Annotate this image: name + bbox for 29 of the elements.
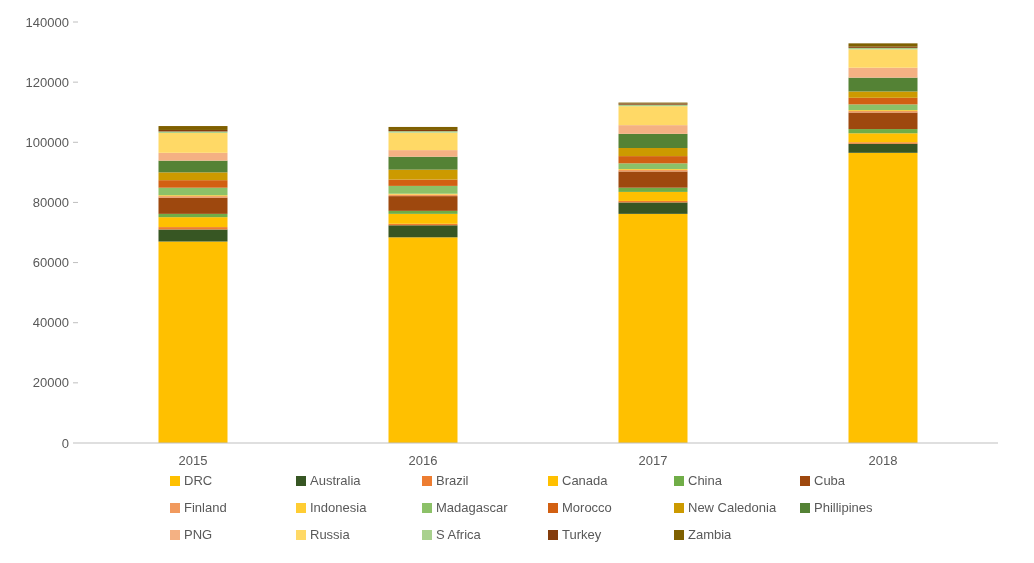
legend-label: Zambia [688, 527, 733, 542]
y-tick-label: 80000 [32, 194, 69, 210]
x-tick-label: 2018 [868, 453, 898, 468]
legend-label: Cuba [814, 473, 846, 488]
y-tick-label: 60000 [32, 255, 69, 271]
y-tick-label: 0 [61, 435, 69, 451]
legend-label: China [688, 473, 723, 488]
legend-label: Morocco [562, 500, 612, 515]
x-tick-label: 2015 [178, 453, 208, 468]
legend-label: Australia [310, 473, 362, 488]
legend-label: Brazil [436, 473, 469, 488]
y-tick-label: 40000 [32, 315, 69, 331]
legend-label: Phillipines [814, 500, 874, 515]
x-tick-label: 2016 [408, 453, 438, 468]
x-tick-label: 2017 [638, 453, 668, 468]
y-tick-label: 100000 [25, 134, 69, 150]
legend-label: Finland [184, 500, 227, 515]
legend-label: Russia [310, 527, 351, 542]
legend-label: New Caledonia [688, 500, 777, 515]
y-tick-label: 20000 [32, 375, 69, 391]
legend-label: Indonesia [310, 500, 368, 515]
legend-label: Canada [562, 473, 609, 488]
legend-label: S Africa [436, 527, 482, 542]
legend-label: DRC [184, 473, 213, 488]
legend-label: PNG [184, 527, 213, 542]
legend-label: Turkey [562, 527, 602, 542]
y-tick-label: 140000 [25, 14, 69, 30]
y-tick-label: 120000 [25, 74, 69, 90]
legend-label: Madagascar [436, 500, 509, 515]
